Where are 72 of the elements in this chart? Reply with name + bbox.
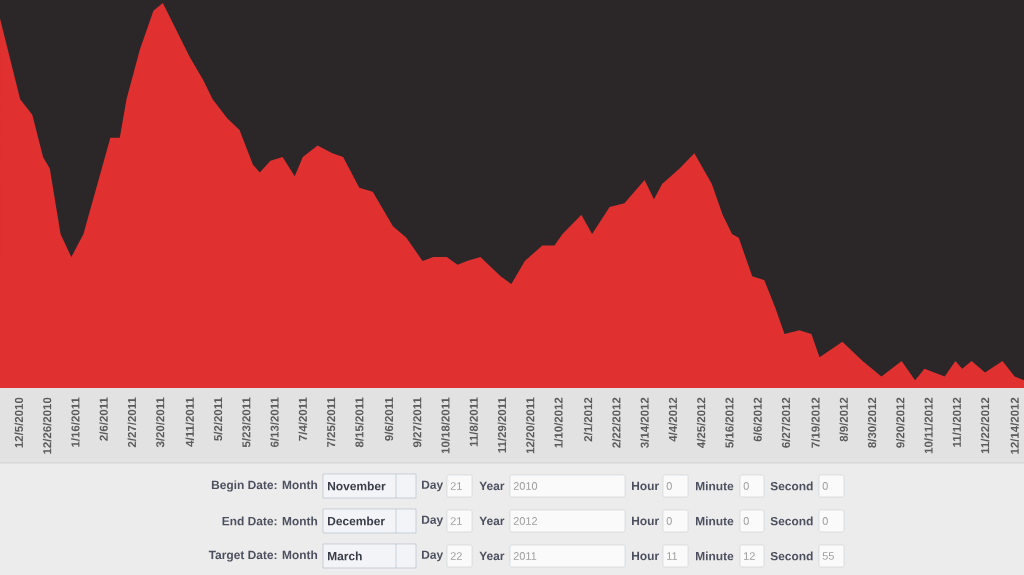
text: Minute xyxy=(696,551,734,561)
x-tick-label: 3/14/2012 xyxy=(640,397,649,448)
text: 0 xyxy=(666,482,672,490)
text: Second xyxy=(770,551,813,561)
text: December xyxy=(328,516,385,526)
x-tick-label: 5/23/2011 xyxy=(242,397,251,448)
text: Year xyxy=(479,551,505,561)
text: 0 xyxy=(743,482,749,490)
x-tick-label: 10/18/2011 xyxy=(441,397,450,454)
x-tick-label: 10/11/2012 xyxy=(924,397,933,454)
x-tick-label: 11/29/2011 xyxy=(497,397,507,453)
text: Year xyxy=(479,516,505,526)
x-tick-label: 12/5/2010 xyxy=(14,397,24,448)
x-tick-label: 12/14/2012 xyxy=(1010,397,1019,454)
x-tick-label: 6/27/2012 xyxy=(781,397,791,448)
text: 2010 xyxy=(513,482,538,490)
text: 0 xyxy=(743,517,749,525)
x-tick-label: 5/16/2012 xyxy=(725,397,734,448)
x-tick-label: 2/22/2012 xyxy=(612,397,621,448)
text: End Date: Month xyxy=(222,516,318,526)
x-tick-label: 8/15/2011 xyxy=(355,397,364,448)
text: 12 xyxy=(744,552,755,560)
text: Second xyxy=(770,516,813,526)
x-tick-label: 4/25/2012 xyxy=(696,397,706,448)
x-tick-label: 11/1/2012 xyxy=(952,397,962,447)
text: Year xyxy=(479,481,505,491)
text: Second xyxy=(770,481,813,491)
x-tick-label: 4/11/2011 xyxy=(185,397,195,447)
x-tick-label: 8/30/2012 xyxy=(867,397,877,448)
x-tick-label: 12/20/2011 xyxy=(525,397,535,454)
x-tick-label: 9/27/2011 xyxy=(412,397,422,448)
text: Target Date: Month xyxy=(208,550,318,562)
text: 0 xyxy=(666,517,672,525)
text: Hour xyxy=(632,551,659,561)
x-tick-label: 6/13/2011 xyxy=(270,397,279,448)
text: March xyxy=(328,551,362,561)
text: 11 xyxy=(667,552,678,560)
text: 0 xyxy=(822,482,828,490)
x-tick-label: 9/20/2012 xyxy=(896,397,905,448)
x-tick-label: 8/9/2012 xyxy=(839,397,849,442)
x-tick-label: 1/10/2012 xyxy=(554,397,563,448)
text: 2012 xyxy=(513,517,538,525)
text: Day xyxy=(422,515,444,527)
x-tick-label: 2/6/2011 xyxy=(99,397,108,441)
x-tick-label: 2/27/2011 xyxy=(127,397,137,448)
x-tick-label: 7/4/2011 xyxy=(298,397,308,441)
text: Minute xyxy=(696,481,734,491)
text: Begin Date: Month xyxy=(211,480,318,492)
x-tick-label: 1/16/2011 xyxy=(71,397,80,447)
x-tick-label: 11/22/2012 xyxy=(980,397,990,454)
text: Hour xyxy=(632,481,659,491)
x-tick-label: 7/19/2012 xyxy=(811,397,820,448)
text: 2011 xyxy=(513,552,537,560)
x-tick-label: 12/26/2010 xyxy=(42,397,52,454)
x-tick-label: 6/6/2012 xyxy=(753,397,762,442)
text: 21 xyxy=(450,482,462,490)
x-tick-label: 2/1/2012 xyxy=(583,397,593,442)
text: 55 xyxy=(822,552,834,560)
text: Day xyxy=(422,480,444,492)
x-tick-label: 11/8/2011 xyxy=(469,397,478,447)
text: Minute xyxy=(696,516,734,526)
x-tick-label: 4/4/2012 xyxy=(668,397,678,442)
x-tick-label: 3/20/2011 xyxy=(155,397,165,448)
text: Day xyxy=(422,550,444,562)
text: 0 xyxy=(822,517,828,525)
text: 22 xyxy=(450,552,462,560)
x-tick-label: 5/2/2011 xyxy=(213,397,223,441)
text: Hour xyxy=(632,516,659,526)
x-tick-label: 9/6/2011 xyxy=(384,397,394,441)
text: 21 xyxy=(450,517,462,525)
text: November xyxy=(328,481,386,491)
x-tick-label: 7/25/2011 xyxy=(326,397,336,448)
